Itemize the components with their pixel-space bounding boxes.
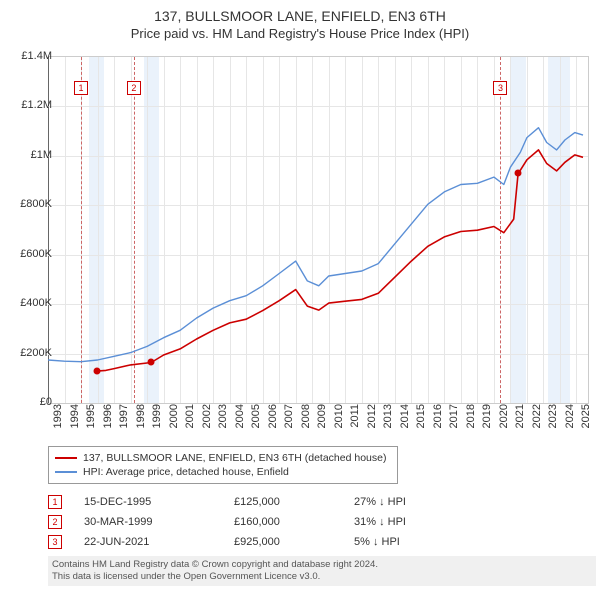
legend-swatch xyxy=(55,457,77,459)
transaction-price: £925,000 xyxy=(234,536,354,548)
plot-area: 123 xyxy=(48,56,588,402)
x-tick-label: 2002 xyxy=(201,404,213,440)
x-tick-label: 2005 xyxy=(250,404,262,440)
x-tick-label: 2019 xyxy=(481,404,493,440)
legend-item: 137, BULLSMOOR LANE, ENFIELD, EN3 6TH (d… xyxy=(55,451,391,465)
x-tick-label: 2012 xyxy=(366,404,378,440)
x-tick-label: 1995 xyxy=(85,404,97,440)
legend-label: HPI: Average price, detached house, Enfi… xyxy=(83,466,289,478)
attribution-footer: Contains HM Land Registry data © Crown c… xyxy=(48,556,596,586)
transaction-date: 30-MAR-1999 xyxy=(84,516,234,528)
x-tick-label: 2022 xyxy=(531,404,543,440)
transaction-vs-hpi: 27% ↓ HPI xyxy=(354,496,464,508)
x-tick-label: 2008 xyxy=(300,404,312,440)
x-tick-label: 2023 xyxy=(547,404,559,440)
sale-dot xyxy=(515,170,522,177)
series-price_paid xyxy=(97,150,583,371)
y-tick-label: £1.2M xyxy=(4,99,52,111)
x-tick-label: 2006 xyxy=(267,404,279,440)
x-tick-label: 2015 xyxy=(415,404,427,440)
transaction-vs-hpi: 5% ↓ HPI xyxy=(354,536,464,548)
chart-container: 137, BULLSMOOR LANE, ENFIELD, EN3 6TH Pr… xyxy=(0,0,600,590)
transaction-row: 1 15-DEC-1995£125,00027% ↓ HPI xyxy=(48,492,568,512)
x-tick-label: 2001 xyxy=(184,404,196,440)
transaction-row: 3 22-JUN-2021£925,0005% ↓ HPI xyxy=(48,532,568,552)
footer-line: This data is licensed under the Open Gov… xyxy=(52,571,592,583)
x-tick-label: 1999 xyxy=(151,404,163,440)
x-tick-label: 1993 xyxy=(52,404,64,440)
y-tick-label: £600K xyxy=(4,248,52,260)
x-tick-label: 2021 xyxy=(514,404,526,440)
x-tick-label: 2010 xyxy=(333,404,345,440)
x-tick-label: 2003 xyxy=(217,404,229,440)
transaction-price: £160,000 xyxy=(234,516,354,528)
chart-subtitle: Price paid vs. HM Land Registry's House … xyxy=(0,24,600,47)
y-tick-label: £800K xyxy=(4,198,52,210)
x-tick-label: 2011 xyxy=(349,404,361,440)
y-tick-label: £1.4M xyxy=(4,50,52,62)
transaction-marker: 2 xyxy=(48,515,62,529)
x-tick-label: 1998 xyxy=(135,404,147,440)
transaction-marker: 1 xyxy=(48,495,62,509)
x-tick-label: 2007 xyxy=(283,404,295,440)
series-hpi xyxy=(48,128,583,362)
y-tick-label: £0 xyxy=(4,396,52,408)
legend-item: HPI: Average price, detached house, Enfi… xyxy=(55,465,391,479)
sale-dot xyxy=(93,368,100,375)
footer-line: Contains HM Land Registry data © Crown c… xyxy=(52,559,592,571)
x-tick-label: 2000 xyxy=(168,404,180,440)
x-tick-label: 2016 xyxy=(432,404,444,440)
sale-dot xyxy=(148,359,155,366)
x-tick-label: 2014 xyxy=(399,404,411,440)
x-tick-label: 2017 xyxy=(448,404,460,440)
transaction-price: £125,000 xyxy=(234,496,354,508)
x-tick-label: 2025 xyxy=(580,404,592,440)
transaction-date: 22-JUN-2021 xyxy=(84,536,234,548)
x-tick-label: 2004 xyxy=(234,404,246,440)
legend: 137, BULLSMOOR LANE, ENFIELD, EN3 6TH (d… xyxy=(48,446,398,484)
legend-label: 137, BULLSMOOR LANE, ENFIELD, EN3 6TH (d… xyxy=(83,452,386,464)
x-tick-label: 2018 xyxy=(465,404,477,440)
x-tick-label: 1997 xyxy=(118,404,130,440)
x-tick-label: 1996 xyxy=(102,404,114,440)
y-tick-label: £200K xyxy=(4,347,52,359)
transaction-marker: 3 xyxy=(48,535,62,549)
legend-swatch xyxy=(55,471,77,473)
transaction-vs-hpi: 31% ↓ HPI xyxy=(354,516,464,528)
series-svg xyxy=(48,56,588,402)
x-tick-label: 2013 xyxy=(382,404,394,440)
transaction-row: 2 30-MAR-1999£160,00031% ↓ HPI xyxy=(48,512,568,532)
x-tick-label: 2020 xyxy=(498,404,510,440)
transactions-table: 1 15-DEC-1995£125,00027% ↓ HPI 2 30-MAR-199… xyxy=(48,492,568,552)
y-tick-label: £1M xyxy=(4,149,52,161)
chart-title: 137, BULLSMOOR LANE, ENFIELD, EN3 6TH xyxy=(0,0,600,24)
y-tick-label: £400K xyxy=(4,297,52,309)
transaction-date: 15-DEC-1995 xyxy=(84,496,234,508)
x-tick-label: 2009 xyxy=(316,404,328,440)
x-tick-label: 1994 xyxy=(69,404,81,440)
x-tick-label: 2024 xyxy=(564,404,576,440)
